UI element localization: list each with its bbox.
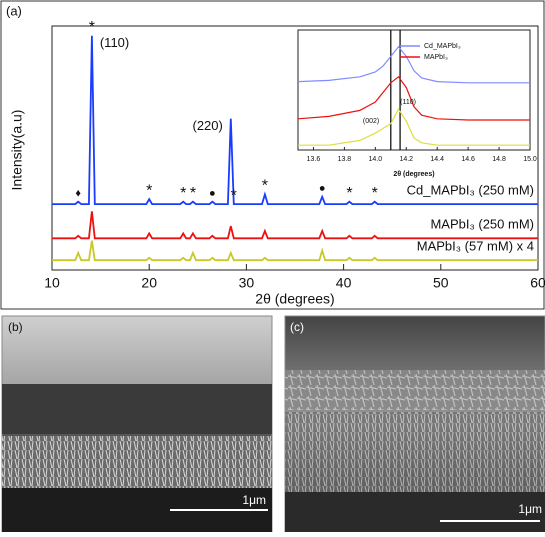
panel-label: (c) [290, 320, 304, 334]
peak-marker: ● [209, 188, 216, 200]
series-line [52, 211, 538, 240]
inset-frame [297, 29, 531, 151]
x-tick-label: 14.0 [369, 156, 383, 163]
x-axis-label: 2θ (degrees) [255, 291, 334, 307]
peak-marker: * [231, 187, 237, 204]
sem-b: (b) 1μm [1, 315, 273, 533]
peak-marker: * [346, 185, 352, 202]
sem-layer [285, 492, 545, 532]
sem-layer [285, 412, 545, 492]
peak-marker: * [180, 185, 186, 202]
x-tick-label: 10 [44, 275, 60, 291]
series-line [297, 45, 530, 84]
peak-marker: * [262, 178, 268, 195]
plot-frame [51, 25, 539, 271]
panel-label: (b) [8, 320, 23, 334]
series-label: MAPbI₃ (250 mM) [430, 217, 534, 232]
sem-layer [285, 370, 545, 410]
series-line [297, 75, 530, 121]
sem-layer [2, 436, 272, 488]
series-label: MAPbI₃ (57 mM) x 4 [417, 239, 534, 254]
peak-marker: * [190, 185, 196, 202]
scale-label: 1μm [242, 493, 266, 507]
series-line [298, 108, 530, 146]
peak-marker: * [146, 182, 152, 199]
panel-frame [0, 0, 545, 310]
y-axis-label: Intensity(a.u) [9, 110, 25, 191]
x-tick-label: 14.4 [430, 156, 444, 163]
legend-label: MAPbI₃ [424, 54, 448, 61]
x-tick-label: 13.6 [307, 156, 321, 163]
series-line [52, 240, 538, 262]
legend-label: Cd_MAPbI₃ [424, 43, 461, 50]
x-tick-label: 14.2 [399, 156, 413, 163]
peak-marker: * [372, 185, 378, 202]
panel-label: (a) [6, 3, 22, 18]
inset-peak-label: (002) [363, 118, 379, 125]
x-tick-label: 13.8 [338, 156, 352, 163]
x-tick-label: 30 [239, 275, 255, 291]
x-tick-label: 40 [336, 275, 352, 291]
sem-c: (c) 1μm [284, 315, 545, 533]
peak-marker: ♦ [75, 188, 81, 200]
peak-marker: ● [319, 183, 326, 195]
x-tick-label: 14.6 [461, 156, 475, 163]
sem-layer [2, 384, 272, 434]
inset-peak-label: (110) [400, 99, 416, 106]
peak-label: (220) [192, 118, 222, 133]
series-label: Cd_MAPbI₃ (250 mM) [407, 183, 534, 198]
x-tick-label: 60 [530, 275, 545, 291]
x-tick-label: 50 [433, 275, 449, 291]
inset-x-label: 2θ (degrees) [393, 171, 434, 178]
peak-label: (110) [100, 35, 129, 50]
peak-marker: * [89, 19, 95, 36]
x-tick-label: 20 [141, 275, 157, 291]
scale-label: 1μm [518, 502, 542, 516]
x-tick-label: 14.8 [492, 156, 506, 163]
series-line [52, 35, 538, 205]
x-tick-label: 15.0 [523, 156, 537, 163]
